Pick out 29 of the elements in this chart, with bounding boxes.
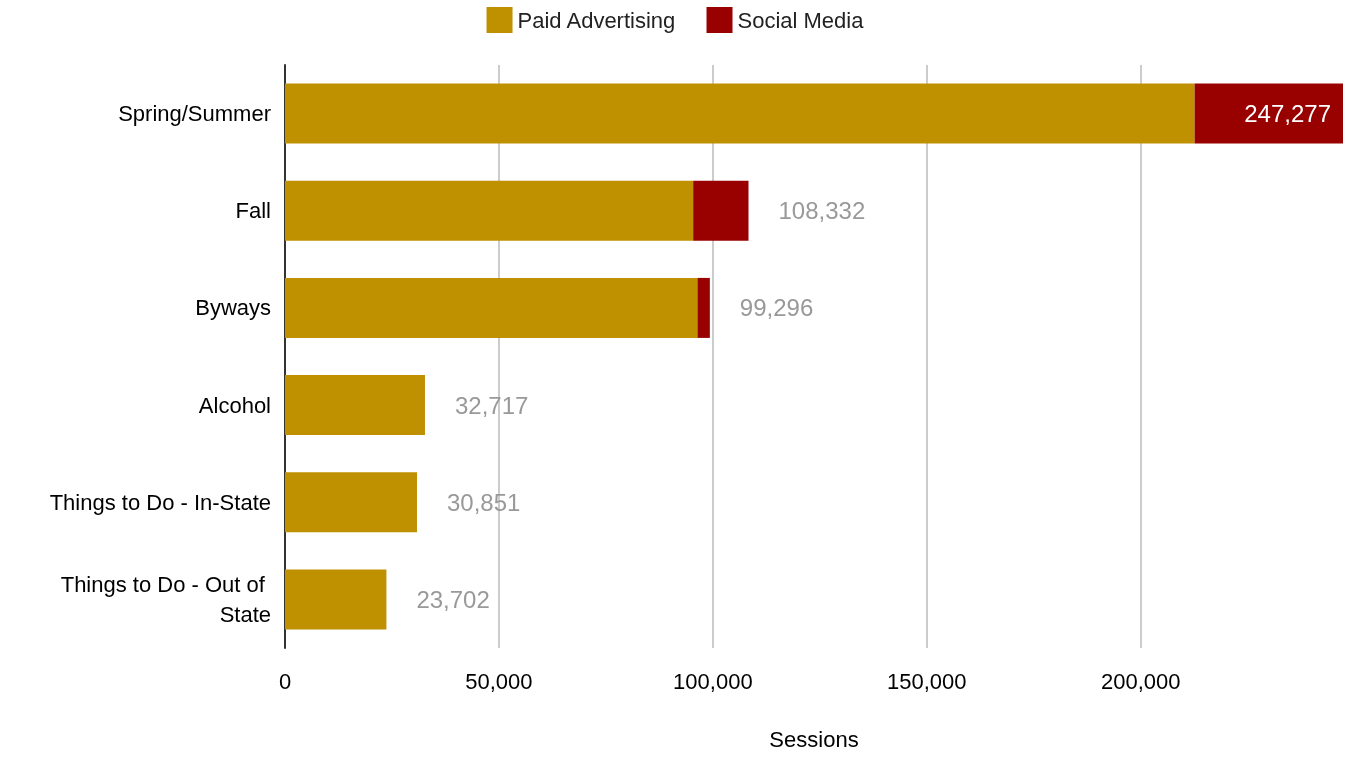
total-label: 247,277 (1244, 100, 1331, 128)
total-label: 108,332 (778, 197, 866, 225)
x-tick-label: 100,000 (673, 668, 753, 694)
bar (285, 180, 694, 241)
bar (285, 569, 387, 630)
x-tick-label: 50,000 (465, 668, 533, 694)
bar (285, 472, 417, 533)
x-tick-label: 150,000 (887, 668, 967, 694)
y-tick-label: Alcohol (198, 392, 271, 418)
bar (285, 277, 698, 338)
total-label: 99,296 (739, 294, 814, 322)
y-tick-label: Fall (235, 198, 271, 224)
bar (693, 180, 749, 241)
bar (697, 277, 710, 338)
total-label: 32,717 (454, 391, 529, 419)
y-tick-label: Spring/Summer (118, 101, 271, 127)
x-axis-title: Sessions (769, 726, 859, 752)
bar (285, 83, 1195, 144)
legend-label: Paid Advertising (517, 7, 676, 33)
x-tick-label: 200,000 (1100, 668, 1181, 694)
total-label: 23,702 (416, 585, 490, 613)
y-tick-label: Things to Do - In-State (49, 489, 271, 515)
y-tick-label: Things to Do - Out of State (60, 571, 271, 627)
legend-label: Social Media (737, 7, 865, 33)
total-label: 30,851 (447, 488, 521, 516)
bar (1194, 83, 1343, 144)
x-tick-label: 0 (278, 668, 292, 694)
bar (285, 375, 425, 436)
y-tick-label: Byways (195, 295, 271, 321)
